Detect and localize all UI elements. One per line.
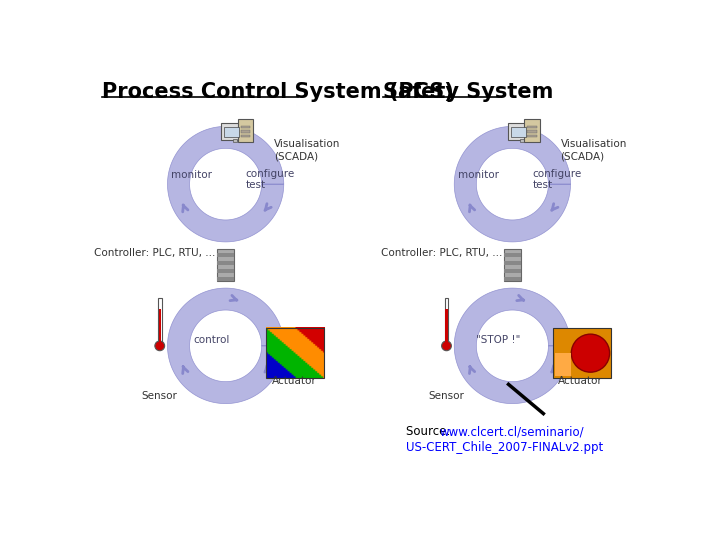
Bar bbox=[504, 253, 521, 257]
Polygon shape bbox=[168, 288, 284, 403]
Text: Source:: Source: bbox=[406, 426, 454, 438]
Text: Sensor: Sensor bbox=[142, 390, 178, 401]
Text: configure
test: configure test bbox=[246, 168, 295, 191]
Bar bbox=[527, 131, 537, 132]
Bar bbox=[217, 269, 234, 273]
Text: configure
test: configure test bbox=[533, 168, 582, 191]
Text: monitor: monitor bbox=[171, 170, 212, 180]
Bar bbox=[158, 298, 162, 344]
Bar bbox=[217, 277, 234, 281]
Text: Controller: PLC, RTU, ...: Controller: PLC, RTU, ... bbox=[381, 248, 502, 259]
Text: Actuator: Actuator bbox=[558, 376, 603, 386]
Circle shape bbox=[441, 341, 451, 350]
Text: www.clcert.cl/seminario/: www.clcert.cl/seminario/ bbox=[439, 426, 584, 438]
Text: Actuator: Actuator bbox=[271, 376, 316, 386]
Polygon shape bbox=[454, 288, 570, 403]
Bar bbox=[553, 328, 611, 378]
Text: Safety System: Safety System bbox=[383, 82, 554, 102]
Bar bbox=[444, 298, 449, 344]
Text: Sensor: Sensor bbox=[428, 390, 464, 401]
Bar bbox=[504, 261, 521, 265]
Bar bbox=[217, 261, 234, 265]
Text: monitor: monitor bbox=[458, 170, 499, 180]
Text: Visualisation
(SCADA): Visualisation (SCADA) bbox=[274, 139, 340, 161]
Bar bbox=[504, 277, 521, 281]
Text: Controller: PLC, RTU, ...: Controller: PLC, RTU, ... bbox=[94, 248, 215, 259]
Bar bbox=[224, 127, 239, 137]
FancyBboxPatch shape bbox=[508, 124, 528, 140]
Bar bbox=[217, 253, 234, 257]
Bar bbox=[527, 126, 537, 127]
Bar bbox=[520, 139, 523, 142]
Bar bbox=[240, 126, 251, 127]
Bar bbox=[504, 249, 521, 281]
Polygon shape bbox=[454, 126, 570, 242]
Bar bbox=[510, 127, 526, 137]
Bar bbox=[446, 309, 448, 344]
Bar bbox=[240, 136, 251, 137]
Bar bbox=[158, 309, 161, 344]
Circle shape bbox=[571, 334, 610, 372]
FancyBboxPatch shape bbox=[238, 119, 253, 141]
Bar bbox=[527, 136, 537, 137]
Text: "STOP !": "STOP !" bbox=[476, 335, 521, 345]
Bar bbox=[555, 353, 571, 376]
Text: Process Control System (PCS): Process Control System (PCS) bbox=[102, 82, 454, 102]
Bar bbox=[266, 328, 324, 378]
Bar bbox=[233, 139, 237, 142]
Text: US-CERT_Chile_2007-FINALv2.ppt: US-CERT_Chile_2007-FINALv2.ppt bbox=[406, 441, 603, 454]
Text: Visualisation
(SCADA): Visualisation (SCADA) bbox=[560, 139, 627, 161]
Text: control: control bbox=[194, 335, 230, 345]
Circle shape bbox=[155, 341, 165, 350]
FancyBboxPatch shape bbox=[524, 119, 540, 141]
Bar bbox=[504, 269, 521, 273]
Bar bbox=[217, 249, 234, 281]
Polygon shape bbox=[168, 126, 284, 242]
FancyBboxPatch shape bbox=[221, 124, 242, 140]
Bar bbox=[240, 131, 251, 132]
